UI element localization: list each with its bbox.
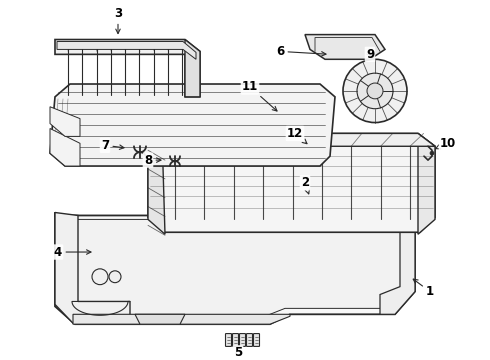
Text: 1: 1: [413, 279, 434, 298]
Polygon shape: [185, 40, 200, 97]
Text: 8: 8: [144, 154, 161, 167]
Circle shape: [92, 269, 108, 285]
Text: 4: 4: [54, 246, 91, 258]
Text: 11: 11: [242, 81, 277, 111]
Text: 5: 5: [234, 346, 242, 359]
FancyBboxPatch shape: [225, 334, 231, 346]
Text: 7: 7: [101, 139, 124, 152]
Polygon shape: [55, 208, 415, 324]
Polygon shape: [135, 314, 185, 324]
Polygon shape: [148, 134, 165, 234]
FancyBboxPatch shape: [240, 334, 245, 346]
Polygon shape: [50, 107, 80, 136]
Text: 2: 2: [301, 176, 309, 194]
Text: 10: 10: [436, 137, 456, 150]
Circle shape: [357, 73, 393, 109]
Circle shape: [109, 271, 121, 283]
Polygon shape: [380, 208, 415, 314]
FancyBboxPatch shape: [232, 334, 239, 346]
Polygon shape: [50, 84, 335, 166]
Polygon shape: [65, 212, 405, 316]
Polygon shape: [148, 134, 435, 232]
Polygon shape: [50, 129, 80, 166]
Text: 9: 9: [366, 48, 374, 61]
Polygon shape: [55, 40, 200, 97]
Polygon shape: [57, 41, 196, 59]
Polygon shape: [148, 134, 435, 146]
Polygon shape: [73, 314, 290, 324]
FancyBboxPatch shape: [246, 334, 252, 346]
Text: 12: 12: [287, 127, 307, 144]
Polygon shape: [305, 35, 385, 59]
Circle shape: [430, 151, 434, 155]
Text: 3: 3: [114, 7, 122, 33]
FancyBboxPatch shape: [253, 334, 260, 346]
Text: 6: 6: [276, 45, 326, 58]
Polygon shape: [418, 134, 435, 234]
Circle shape: [343, 59, 407, 122]
Polygon shape: [55, 212, 130, 323]
Circle shape: [367, 83, 383, 99]
